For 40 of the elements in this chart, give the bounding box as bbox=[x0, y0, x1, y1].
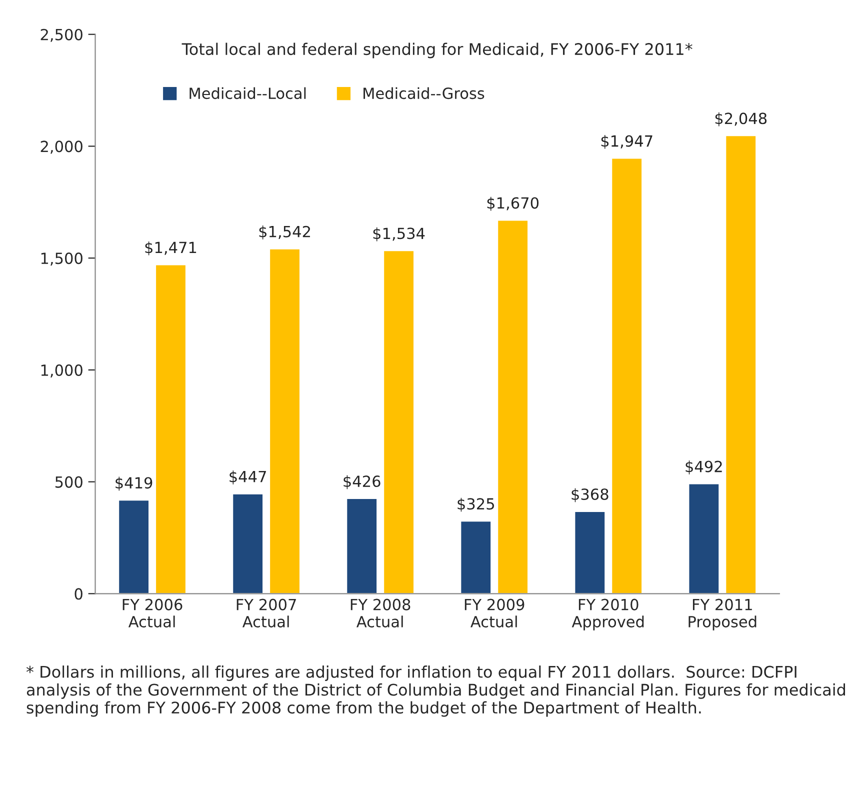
bar bbox=[346, 498, 378, 594]
bar bbox=[574, 510, 606, 594]
data-label: $1,471 bbox=[145, 241, 196, 256]
data-label: $2,048 bbox=[715, 112, 767, 126]
data-label: $1,534 bbox=[373, 227, 425, 242]
bar bbox=[382, 250, 415, 594]
legend-label: Medicaid--Gross bbox=[364, 87, 484, 100]
bar bbox=[118, 499, 150, 594]
x-tick-label: FY 2011 Proposed bbox=[688, 598, 756, 630]
data-label: $447 bbox=[230, 470, 266, 484]
data-label: $325 bbox=[458, 498, 494, 512]
legend-label: Medicaid--Local bbox=[190, 87, 306, 100]
bar bbox=[154, 264, 187, 594]
bar bbox=[688, 482, 720, 594]
y-tick-label: 2,000 bbox=[40, 140, 82, 154]
data-label: $1,542 bbox=[259, 226, 310, 240]
data-label: $368 bbox=[572, 488, 608, 502]
y-tick-label: 0 bbox=[74, 588, 82, 600]
x-tick-label: FY 2009 Actual bbox=[464, 598, 524, 628]
bar bbox=[610, 157, 643, 594]
y-tick-label: 1,500 bbox=[41, 252, 82, 266]
y-tick-label: 2,500 bbox=[40, 28, 82, 42]
bar bbox=[724, 134, 757, 594]
data-label: $492 bbox=[686, 460, 722, 474]
y-tick-label: 500 bbox=[55, 476, 82, 488]
x-tick-label: FY 2010 Approved bbox=[572, 598, 644, 630]
text: * Dollars in millions, all figures are adjusted for inflation to equal FY 2011 dollars. Source: DCFPI analysis of the Government of the District of Columbia Budget and Financial Plan. Figures for medicaid spending from FY 2006-FY 2008 come from the budget of the Department of Health. bbox=[26, 666, 845, 717]
y-tick-label: 1,000 bbox=[41, 364, 82, 378]
data-label: $1,947 bbox=[601, 134, 652, 149]
bar bbox=[232, 492, 264, 594]
x-tick-label: FY 2007 Actual bbox=[236, 598, 296, 628]
bar bbox=[496, 219, 529, 594]
x-tick-label: FY 2006 Actual bbox=[122, 598, 182, 628]
data-label: $419 bbox=[116, 476, 152, 491]
x-tick-label: FY 2008 Actual bbox=[350, 598, 410, 628]
text: Total local and federal spending for Medicaid, FY 2006-FY 2011* bbox=[182, 42, 692, 58]
data-label: $1,670 bbox=[487, 196, 539, 211]
data-label: $426 bbox=[344, 475, 380, 490]
bar bbox=[460, 520, 492, 594]
bar bbox=[268, 248, 301, 594]
